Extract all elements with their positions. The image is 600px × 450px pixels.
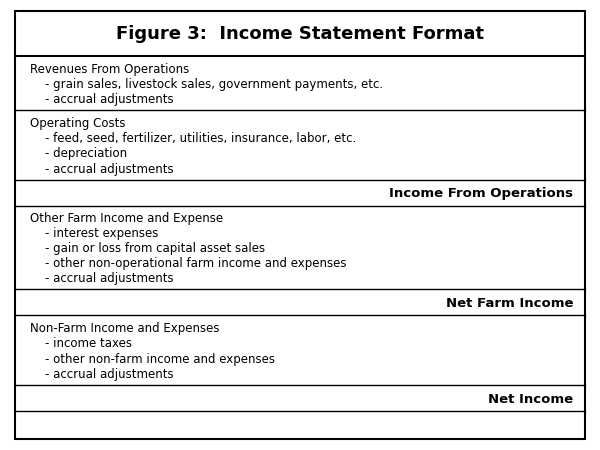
Text: - accrual adjustments: - accrual adjustments xyxy=(30,163,173,176)
Text: - feed, seed, fertilizer, utilities, insurance, labor, etc.: - feed, seed, fertilizer, utilities, ins… xyxy=(30,132,356,145)
Text: - depreciation: - depreciation xyxy=(30,147,127,160)
Text: - accrual adjustments: - accrual adjustments xyxy=(30,368,173,381)
Text: Non-Farm Income and Expenses: Non-Farm Income and Expenses xyxy=(30,322,220,335)
Text: Figure 3:  Income Statement Format: Figure 3: Income Statement Format xyxy=(116,25,484,43)
Text: - accrual adjustments: - accrual adjustments xyxy=(30,93,173,106)
Text: - grain sales, livestock sales, government payments, etc.: - grain sales, livestock sales, governme… xyxy=(30,78,383,91)
Text: Net Farm Income: Net Farm Income xyxy=(445,297,573,310)
Text: Revenues From Operations: Revenues From Operations xyxy=(30,63,189,76)
Text: - gain or loss from capital asset sales: - gain or loss from capital asset sales xyxy=(30,242,265,255)
Text: Net Income: Net Income xyxy=(488,393,573,406)
Text: Operating Costs: Operating Costs xyxy=(30,117,125,130)
Text: Other Farm Income and Expense: Other Farm Income and Expense xyxy=(30,212,223,225)
Text: - interest expenses: - interest expenses xyxy=(30,227,158,240)
Text: - other non-farm income and expenses: - other non-farm income and expenses xyxy=(30,352,275,365)
Text: - accrual adjustments: - accrual adjustments xyxy=(30,272,173,285)
Text: - income taxes: - income taxes xyxy=(30,337,132,350)
Text: - other non-operational farm income and expenses: - other non-operational farm income and … xyxy=(30,257,347,270)
Text: Income From Operations: Income From Operations xyxy=(389,188,573,201)
